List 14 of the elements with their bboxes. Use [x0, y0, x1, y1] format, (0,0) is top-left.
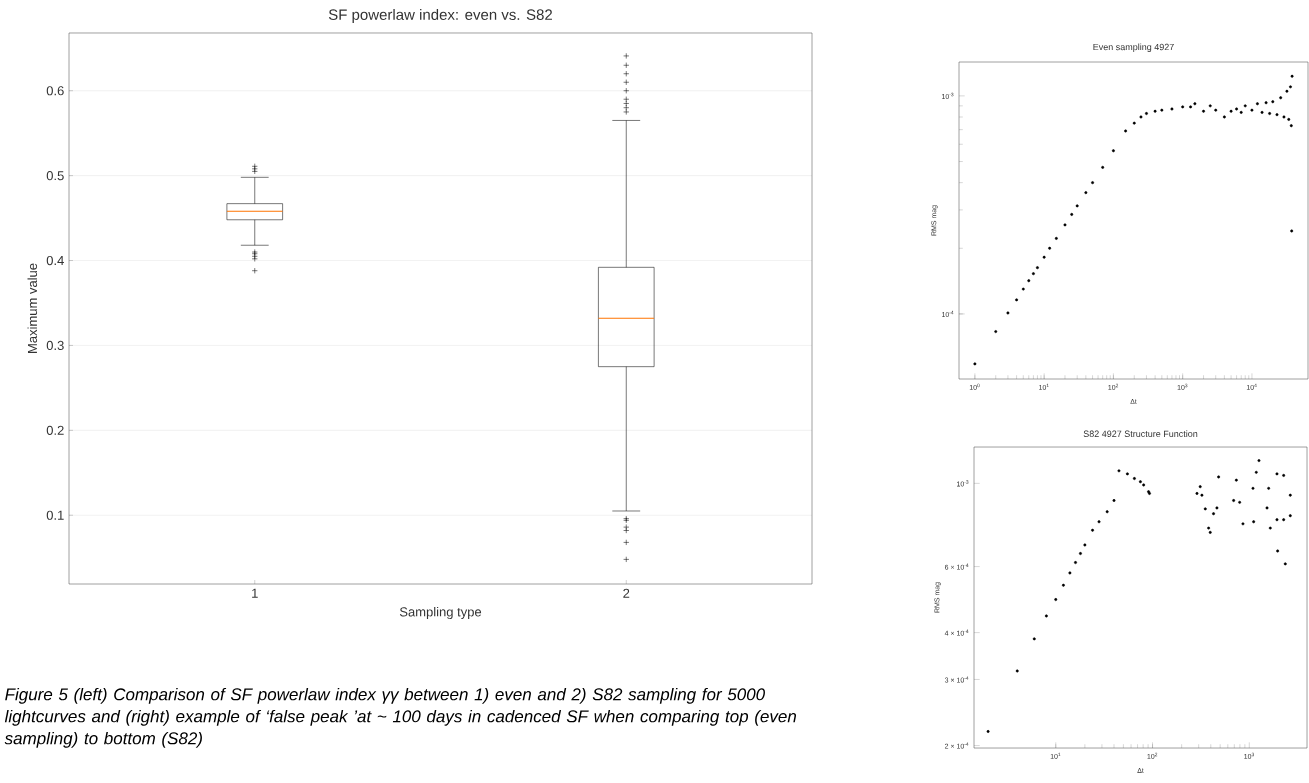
- x-axis-title: Sampling type: [399, 606, 482, 620]
- caption: Figure 5 (left) Comparison of SF powerlaw index γγ between 1) even and 2) S82 sampling for 5000 lightcurves and (right) example of ‘false peak ’at ~ 100 days in cadenced SF when comparing top (even sampling) to bottom (S82): [4, 687, 797, 748]
- chart-title: SF powerlaw index: even vs. S82: [328, 8, 552, 23]
- chart-title: Even sampling 4927: [1093, 43, 1174, 52]
- y-tick-label: 0.2: [46, 425, 64, 435]
- y-tick-label: 0.4: [46, 255, 64, 266]
- y-tick-label: 0.3: [46, 340, 64, 351]
- y-axis-title: Maximum value: [27, 263, 38, 353]
- y-tick-label: 0.1: [46, 510, 64, 520]
- x-tick-label: 2: [623, 588, 630, 598]
- x-tick-label: 1: [252, 588, 258, 598]
- y-tick-label: 0.6: [46, 86, 64, 96]
- y-tick-label: 0.5: [46, 171, 64, 181]
- chart-title: S82 4927 Structure Function: [1083, 430, 1198, 437]
